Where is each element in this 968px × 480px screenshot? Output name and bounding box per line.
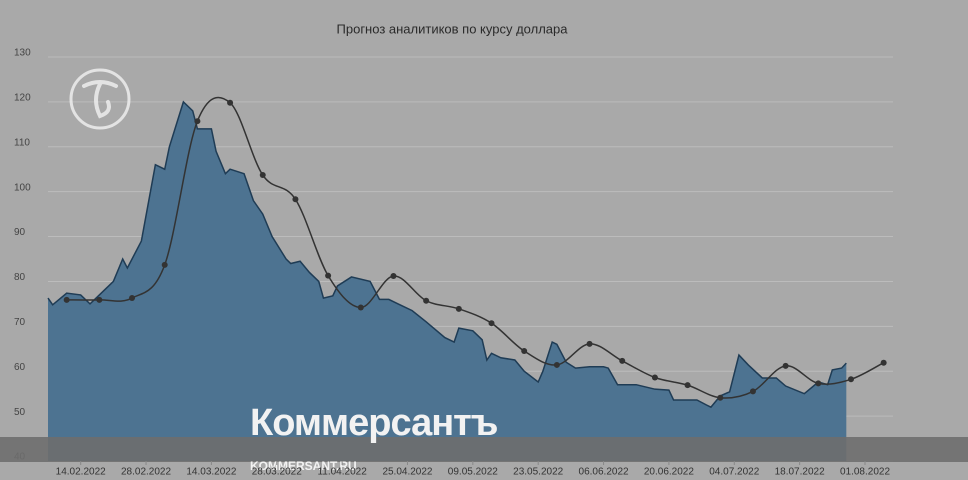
x-tick-label: 14.02.2022 [56, 467, 106, 478]
forecast-point [357, 304, 364, 311]
y-tick-label: 80 [14, 272, 26, 283]
y-tick-label: 100 [14, 182, 31, 193]
x-tick-label: 14.03.2022 [186, 467, 236, 478]
x-tick-label: 11.04.2022 [317, 467, 367, 478]
forecast-point [63, 296, 70, 303]
forecast-point [553, 361, 560, 368]
forecast-point [325, 272, 332, 279]
forecast-point [227, 99, 234, 106]
forecast-point [749, 388, 756, 395]
forecast-point [847, 376, 854, 383]
forecast-point [129, 295, 136, 302]
forecast-point [96, 296, 103, 303]
forecast-point [455, 305, 462, 312]
x-tick-label: 25.04.2022 [382, 467, 432, 478]
x-tick-label: 20.06.2022 [644, 467, 694, 478]
logo-glyph [82, 80, 118, 119]
forecast-point [194, 118, 201, 125]
watermark-bar [0, 437, 968, 462]
forecast-point [259, 172, 266, 179]
forecast-point [684, 382, 691, 389]
area [48, 101, 847, 461]
y-tick-label: 110 [14, 137, 30, 148]
chart-title: Прогноз аналитиков по курсу доллара [337, 21, 569, 36]
x-tick-label: 28.02.2022 [121, 467, 171, 478]
forecast-point [521, 348, 528, 355]
forecast-point [390, 273, 397, 280]
forecast-point [586, 340, 593, 347]
plot [47, 96, 887, 461]
x-tick-label: 18.07.2022 [775, 467, 825, 478]
forecast-point [488, 320, 495, 327]
forecast-point [782, 362, 789, 369]
logo [69, 68, 131, 130]
forecast-point [161, 261, 168, 268]
y-tick-label: 130 [14, 48, 31, 59]
y-tick-label: 70 [14, 317, 26, 328]
forecast-point [423, 297, 430, 304]
x-axis: 14.02.2022 28.02.2022 14.03.2022 28.03.2022… [56, 461, 890, 478]
forecast-point [619, 357, 626, 364]
x-tick-label: 28.03.2022 [252, 467, 302, 478]
watermark: Коммерсантъ [250, 402, 498, 444]
x-tick-label: 06.06.2022 [579, 467, 629, 478]
y-tick-label: 60 [14, 362, 26, 373]
y-tick-label: 50 [14, 407, 26, 418]
forecast-point [880, 359, 887, 366]
forecast-point [292, 196, 299, 203]
logo-ring [69, 68, 131, 130]
x-tick-label: 09.05.2022 [448, 467, 498, 478]
y-tick-label: 90 [14, 227, 26, 238]
x-tick-label: 01.08.2022 [840, 467, 890, 478]
area-edge [47, 100, 847, 409]
forecast-point [651, 374, 658, 381]
y-tick-label: 120 [14, 93, 31, 104]
x-tick-label: 23.05.2022 [513, 467, 563, 478]
x-tick-label: 04.07.2022 [709, 467, 759, 478]
forecast-point [815, 380, 822, 387]
forecast-point [717, 394, 724, 401]
